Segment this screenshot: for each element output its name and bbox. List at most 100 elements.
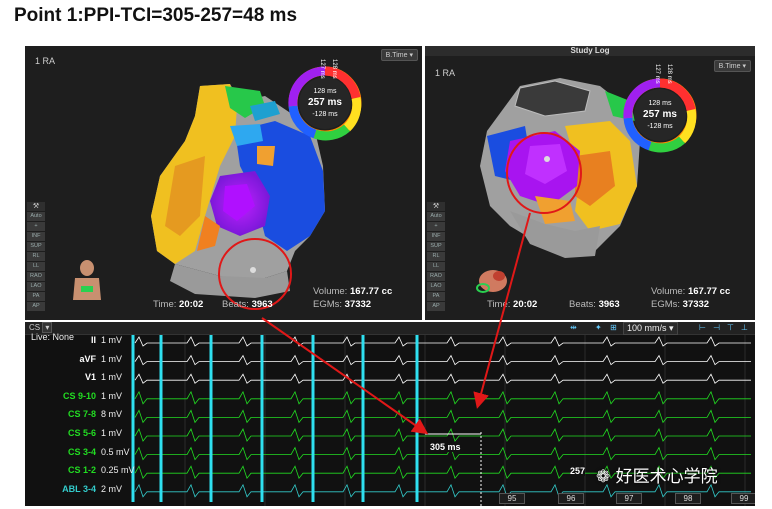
channel-label-8[interactable]: ABL 3-4 xyxy=(62,483,96,494)
channel-label-2[interactable]: V1 xyxy=(84,372,96,383)
trace-4 xyxy=(134,409,751,424)
left-view-rl-button[interactable]: RL xyxy=(27,252,45,261)
right-view-rl-button[interactable]: RL xyxy=(427,252,445,261)
trace-7 xyxy=(134,465,751,480)
trace-0 xyxy=(134,336,751,347)
right-ring-side-label-a: 127 ms xyxy=(654,64,660,84)
left-view-sup-button[interactable]: SUP xyxy=(27,242,45,251)
right-view-auto-button[interactable]: Auto xyxy=(427,212,445,221)
left-ring-top-label: 128 ms xyxy=(313,88,337,95)
trace-6 xyxy=(134,446,751,461)
left-wrench-icon[interactable]: ⚒ xyxy=(27,202,45,211)
right-activation-ring xyxy=(623,78,697,153)
right-view-toolbar: ⚒ Auto + INF SUP RL LL RAO LAO PA AP xyxy=(427,202,445,312)
wechat-icon: ❁ xyxy=(596,467,611,487)
left-view-auto-button[interactable]: Auto xyxy=(27,212,45,221)
right-view-pa-button[interactable]: PA xyxy=(427,292,445,301)
live-label: Live: None xyxy=(31,332,75,342)
channel-gain-5[interactable]: 1 mV xyxy=(101,428,123,438)
trace-3 xyxy=(134,390,751,405)
channel-label-6[interactable]: CS 3-4 xyxy=(67,446,96,457)
right-atrium-map[interactable] xyxy=(425,46,755,320)
left-time-stat: Time: 20:02 xyxy=(153,299,204,310)
left-volume-stat: Volume: 167.77 cc xyxy=(313,286,393,297)
right-view-lao-button[interactable]: LAO xyxy=(427,282,445,291)
left-map-panel[interactable]: 1 RA B.Time ▾ xyxy=(25,46,422,320)
ppi-measurement-label: 305 ms xyxy=(430,442,461,452)
channel-group-select[interactable]: CS ▾ xyxy=(29,322,53,333)
right-egms-stat: EGMs: 37332 xyxy=(651,299,710,310)
left-view-toolbar: ⚒ Auto + INF SUP RL LL RAO LAO PA AP xyxy=(27,202,45,312)
channel-gain-6[interactable]: 0.5 mV xyxy=(101,446,130,457)
sweep-speed-select[interactable]: 100 mm/s ▾ xyxy=(623,322,678,335)
right-map-label: 1 RA xyxy=(435,68,456,78)
right-volume-stat: Volume: 167.77 cc xyxy=(651,286,731,297)
zoom-h-icon[interactable]: ⊢ xyxy=(699,323,706,332)
marker-icon[interactable]: ✦ xyxy=(595,323,602,332)
beat-number-98: 98 xyxy=(675,493,701,504)
left-view-plus-button[interactable]: + xyxy=(27,222,45,231)
left-view-ll-button[interactable]: LL xyxy=(27,262,45,271)
right-map-dropdown[interactable]: B.Time ▾ xyxy=(713,60,751,72)
right-ring-center-label: 257 ms xyxy=(643,109,677,120)
right-ring-top-label: 128 ms xyxy=(648,100,672,107)
beat-number-95: 95 xyxy=(499,493,525,504)
right-view-plus-button[interactable]: + xyxy=(427,222,445,231)
left-view-ap-button[interactable]: AP xyxy=(27,302,45,311)
tci-measurement-label: 257 xyxy=(570,466,586,476)
right-beats-stat: Beats: 3963 xyxy=(569,299,620,310)
channel-label-1[interactable]: aVF xyxy=(79,353,96,364)
zoom-v-icon[interactable]: ⊤ xyxy=(727,323,734,332)
right-view-ap-button[interactable]: AP xyxy=(427,302,445,311)
beat-number-96: 96 xyxy=(558,493,584,504)
left-view-inf-button[interactable]: INF xyxy=(27,232,45,241)
channel-label-4[interactable]: CS 7-8 xyxy=(67,409,96,420)
caliper-icon[interactable]: ⇹ xyxy=(570,323,577,332)
channel-label-5[interactable]: CS 5-6 xyxy=(67,428,96,438)
grid-icon[interactable]: ⊞ xyxy=(610,323,617,332)
watermark: ❁ 好医术心学院 xyxy=(596,467,718,487)
channel-gain-8[interactable]: 2 mV xyxy=(101,483,123,494)
right-view-ll-button[interactable]: LL xyxy=(427,262,445,271)
slide-title: Point 1:PPI-TCI=305-257=48 ms xyxy=(14,5,298,26)
left-ring-center-label: 257 ms xyxy=(308,97,342,108)
right-view-sup-button[interactable]: SUP xyxy=(427,242,445,251)
channel-label-3[interactable]: CS 9-10 xyxy=(62,390,96,401)
left-ring-bottom-label: -128 ms xyxy=(312,111,338,118)
left-view-lao-button[interactable]: LAO xyxy=(27,282,45,291)
channel-label-7[interactable]: CS 1-2 xyxy=(67,465,96,476)
study-log-header: Study Log xyxy=(425,46,755,56)
left-map-dropdown[interactable]: B.Time ▾ xyxy=(380,49,418,61)
left-orientation-body-icon[interactable] xyxy=(73,260,101,300)
channel-label-0[interactable]: II xyxy=(90,335,96,345)
channel-gain-0[interactable]: 1 mV xyxy=(101,335,123,345)
left-egms-stat: EGMs: 37332 xyxy=(313,299,372,310)
left-activation-ring xyxy=(288,66,362,141)
trace-8 xyxy=(134,483,751,498)
beat-number-99: 99 xyxy=(731,493,755,504)
left-map-label: 1 RA xyxy=(35,56,56,66)
right-view-rao-button[interactable]: RAO xyxy=(427,272,445,281)
left-atrium-map[interactable] xyxy=(25,46,422,320)
left-beats-stat: Beats: 3963 xyxy=(222,299,273,310)
zoom-h2-icon[interactable]: ⊣ xyxy=(713,323,720,332)
channel-gain-4[interactable]: 8 mV xyxy=(101,409,123,420)
right-wrench-icon[interactable]: ⚒ xyxy=(427,202,445,211)
right-map-panel[interactable]: Study Log 1 RA B.Time ▾ xyxy=(425,46,755,320)
channel-gain-2[interactable]: 1 mV xyxy=(101,372,123,383)
left-view-pa-button[interactable]: PA xyxy=(27,292,45,301)
trace-2 xyxy=(134,373,751,384)
left-view-rao-button[interactable]: RAO xyxy=(27,272,45,281)
right-ring-bottom-label: -128 ms xyxy=(647,123,673,130)
right-ring-side-label-b: 128 ms xyxy=(666,64,672,84)
channel-gain-1[interactable]: 1 mV xyxy=(101,353,123,364)
left-ring-side-label-b: 128 ms xyxy=(331,59,337,79)
beat-number-97: 97 xyxy=(616,493,642,504)
right-time-stat: Time: 20:02 xyxy=(487,299,538,310)
right-orientation-heart-icon[interactable] xyxy=(476,270,507,293)
channel-gain-7[interactable]: 0.25 mV xyxy=(101,465,135,476)
zoom-v2-icon[interactable]: ⊥ xyxy=(741,323,748,332)
left-ring-side-label-a: 127 ms xyxy=(319,59,325,79)
channel-gain-3[interactable]: 1 mV xyxy=(101,390,123,401)
right-view-inf-button[interactable]: INF xyxy=(427,232,445,241)
